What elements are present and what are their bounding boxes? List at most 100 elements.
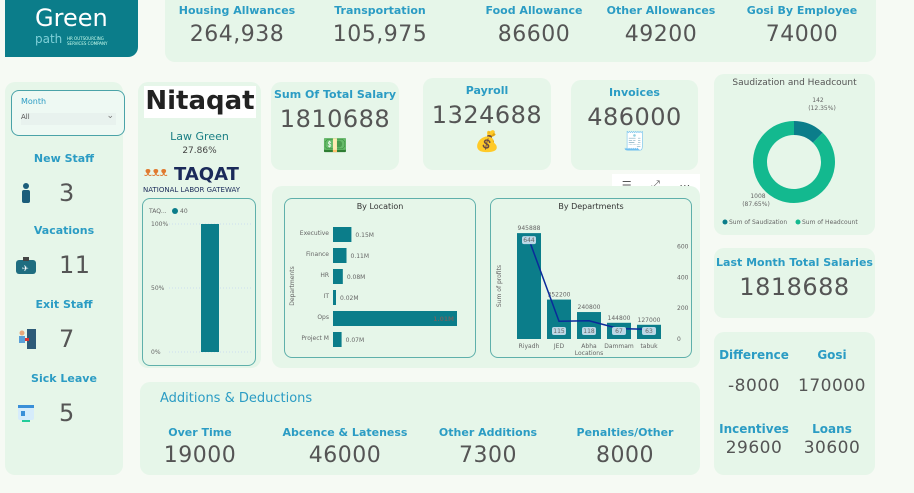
legend-marker	[722, 219, 728, 225]
category-label: Project M	[301, 335, 329, 342]
stat-value: 7	[59, 325, 75, 353]
svg-text:✈: ✈	[22, 264, 29, 273]
metric-gosi-employee: Gosi By Employee 74000	[732, 4, 872, 47]
legend-marker	[172, 208, 178, 214]
donut-slice	[753, 121, 835, 203]
metric-label: Housing Allwances	[178, 4, 296, 17]
item-value: 7300	[459, 443, 517, 468]
slicer-value[interactable]: All	[21, 113, 116, 125]
bar-data-label: 144800	[608, 315, 631, 322]
line-label-bg	[582, 327, 596, 335]
chevron-down-icon[interactable]: ⌄	[106, 111, 114, 121]
metric-label: Gosi By Employee	[746, 4, 858, 17]
metric-value: 105,975	[332, 22, 428, 47]
chart-title: Saudization and Headcount	[732, 78, 857, 88]
line-data-label: 118	[583, 328, 595, 335]
stat-sick-leave: Sick Leave 5	[5, 372, 123, 427]
filter-icon[interactable]: ☰	[621, 178, 632, 192]
metric-value: 49200	[624, 22, 698, 47]
suitcase-plane-icon: ✈	[15, 254, 37, 276]
bar-data-label: 127000	[638, 317, 661, 324]
legend-label: Sum of Saudization	[729, 219, 787, 226]
diff-label: Incentives	[719, 422, 789, 436]
y2-tick-label: 400	[677, 274, 689, 281]
data-label: 1.01M	[433, 316, 454, 323]
diff-gosi: Gosi 170000	[792, 348, 872, 396]
data-label: 0.11M	[351, 253, 370, 260]
line-data-label: 644	[523, 237, 535, 244]
chart-title: By Departments	[558, 202, 624, 211]
category-label: Abha	[581, 343, 597, 350]
bar	[333, 269, 343, 284]
stat-label: Vacations	[33, 224, 95, 237]
allowances-card: Housing Allwances 264,938 Transportation 1…	[165, 0, 876, 62]
stat-value: 11	[59, 251, 91, 279]
kpi-value: 1818688	[739, 273, 850, 301]
y-axis-label: Departments	[289, 266, 296, 305]
stat-value: 5	[59, 399, 75, 427]
metric-value: 86600	[497, 22, 571, 47]
y2-tick-label: 600	[677, 243, 689, 250]
bar	[333, 311, 457, 326]
category-label: Finance	[306, 251, 329, 258]
metric-transportation: Transportation 105,975	[310, 4, 450, 47]
saudization-card: Saudization and Headcount 142 (12.35%) 100…	[714, 74, 875, 235]
stat-vacations: Vacations ✈ 11	[5, 224, 123, 279]
stat-label: Exit Staff	[35, 298, 93, 311]
legend-marker	[795, 219, 801, 225]
chart-title: By Location	[356, 202, 404, 211]
line-data-label: 115	[553, 328, 565, 335]
line-label-bg	[612, 327, 626, 335]
item-other-additions: Other Additions 7300	[418, 426, 558, 468]
tick-label: 50%	[151, 285, 165, 292]
kpi-payroll: Payroll 1324688 💰	[423, 78, 551, 170]
month-slicer[interactable]: Month All ⌄	[11, 90, 125, 136]
company-logo: Green path HR OUTSOURCING SERVICES COMPA…	[5, 0, 138, 57]
kpi-label: Last Month Total Salaries	[716, 256, 873, 269]
diff-value: 29600	[725, 438, 783, 458]
metric-label: Other Allowances	[606, 4, 716, 17]
nitaqat-percent: 27.86%	[182, 146, 217, 156]
diff-label: Gosi	[817, 348, 847, 362]
by-departments-chart: By Departments Sum of profits Locations 60…	[490, 198, 692, 358]
item-label: Other Additions	[438, 426, 538, 439]
bar	[333, 332, 342, 347]
bar-data-label: 352200	[548, 292, 571, 299]
data-label: 0.08M	[347, 274, 366, 281]
bar	[333, 227, 352, 242]
kpi-label: Sum Of Total Salary	[273, 88, 397, 101]
item-penalties: Penalties/Other 8000	[555, 426, 695, 468]
logo-text: Green	[35, 4, 108, 32]
last-month-card: Last Month Total Salaries 1818688	[714, 248, 875, 318]
stat-new-staff: New Staff 3	[5, 152, 123, 207]
more-options-icon[interactable]: ⋯	[679, 178, 691, 192]
taqat-mini-chart: TAQ... 40 100% 50% 0%	[142, 198, 256, 366]
category-label: Dammam	[604, 343, 634, 350]
kpi-value: 1810688	[279, 105, 391, 133]
difference-card: Difference -8000 Gosi 170000 Incentives 296…	[714, 332, 875, 475]
legend-title: TAQ...	[148, 208, 167, 215]
data-label: 0.15M	[355, 232, 374, 239]
legend-value: 40	[180, 208, 188, 215]
diff-loans: Loans 30600	[792, 422, 872, 458]
bar	[333, 290, 336, 305]
nitaqat-logo-text: Nitaqat	[145, 86, 255, 116]
legend-label: Sum of Headcount	[802, 219, 858, 226]
money-bag-icon: 💰	[474, 129, 500, 153]
category-label: JED	[553, 343, 565, 350]
kpi-value: 486000	[587, 103, 682, 131]
line-label-bg	[522, 236, 536, 245]
slicer-label: Month	[21, 97, 47, 106]
stat-exit-staff: Exit Staff 7	[5, 298, 123, 353]
focus-mode-icon[interactable]: ⤢	[651, 178, 660, 191]
x-axis-label: Locations	[575, 350, 604, 356]
category-label: Riyadh	[519, 343, 540, 350]
bar	[201, 224, 219, 352]
category-label: tabuk	[640, 343, 658, 350]
money-hand-icon: 💵	[322, 133, 348, 157]
nitaqat-label: Law Green	[170, 130, 229, 143]
item-value: 8000	[596, 443, 654, 468]
medical-card-icon	[15, 402, 37, 424]
line-label-bg	[552, 327, 566, 335]
charts-panel: By Location Departments Executive 0.15M Fin…	[272, 186, 700, 368]
